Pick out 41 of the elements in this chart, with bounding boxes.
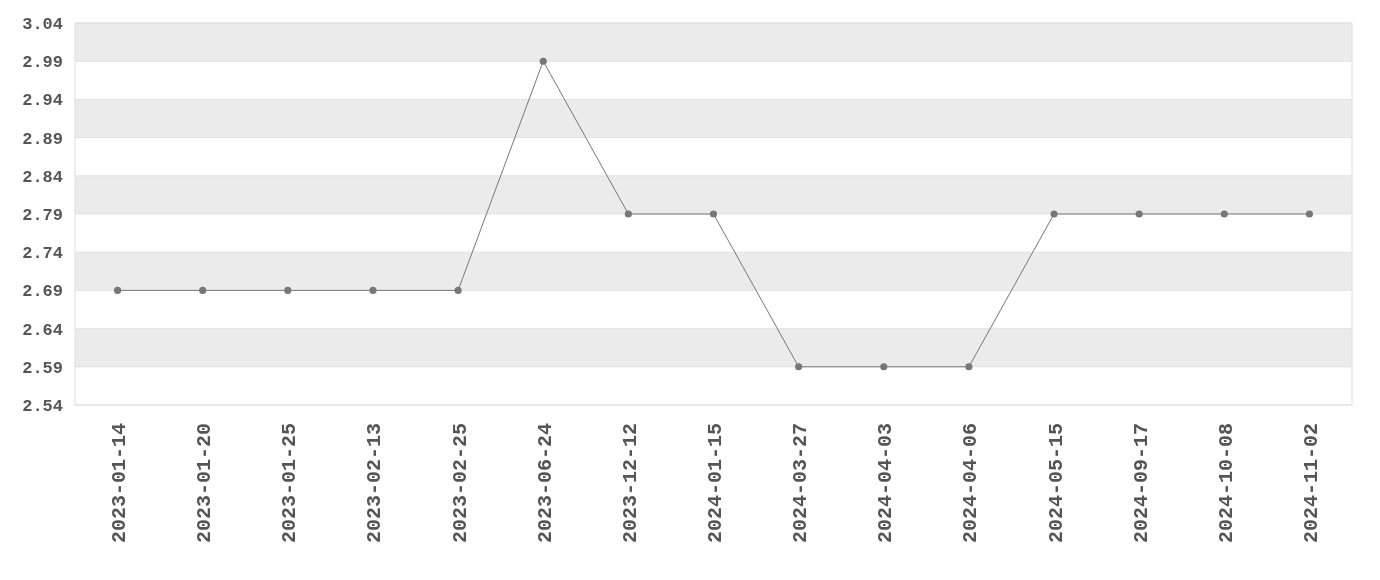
y-tick-label: 2.69 bbox=[22, 282, 63, 302]
x-tick-label: 2024-01-15 bbox=[704, 423, 727, 544]
y-tick-label: 2.89 bbox=[22, 129, 63, 149]
x-tick-label: 2023-01-20 bbox=[193, 423, 217, 544]
y-tick-label: 2.94 bbox=[22, 91, 63, 111]
point bbox=[199, 286, 207, 294]
x-tick-label: 2023-02-25 bbox=[448, 423, 472, 544]
point bbox=[965, 363, 973, 371]
x-tick-label: 2023-02-13 bbox=[363, 423, 387, 544]
y-tick-label: 2.99 bbox=[22, 53, 63, 73]
x-tick-label: 2024-04-03 bbox=[874, 423, 898, 544]
y-tick-label: 2.74 bbox=[22, 244, 63, 264]
point bbox=[369, 286, 377, 294]
point bbox=[795, 363, 803, 371]
y-tick-label: 2.64 bbox=[22, 320, 63, 340]
x-tick-label: 2024-04-06 bbox=[959, 423, 983, 544]
x-tick-label: 2023-01-14 bbox=[108, 423, 132, 544]
y-tick-label: 2.59 bbox=[22, 358, 63, 378]
point bbox=[1220, 210, 1228, 218]
point bbox=[709, 210, 718, 218]
point bbox=[1135, 210, 1143, 218]
x-tick-label: 2024-10-08 bbox=[1214, 423, 1238, 544]
y-tick-label: 2.79 bbox=[22, 205, 63, 225]
x-tick-label: 2024-09-17 bbox=[1129, 423, 1153, 544]
y-tick-label: 2.84 bbox=[22, 167, 63, 187]
x-tick-label: 2024-11-02 bbox=[1299, 423, 1323, 544]
point bbox=[880, 363, 888, 371]
x-tick-label: 2024-05-15 bbox=[1044, 423, 1068, 544]
point bbox=[1050, 210, 1058, 218]
x-tick-label: 2023-01-25 bbox=[278, 423, 302, 544]
x-tick-label: 2023-12-12 bbox=[618, 423, 642, 544]
x-tick-label: 2024-03-27 bbox=[789, 423, 813, 544]
x-tick-label: 2023-06-24 bbox=[533, 423, 557, 544]
point bbox=[539, 57, 547, 65]
point bbox=[114, 286, 122, 294]
point bbox=[454, 286, 462, 294]
point bbox=[1305, 210, 1313, 218]
point bbox=[284, 286, 292, 294]
y-tick-label: 3.04 bbox=[22, 14, 63, 34]
point bbox=[624, 210, 632, 218]
y-tick-label: 2.54 bbox=[22, 396, 63, 416]
